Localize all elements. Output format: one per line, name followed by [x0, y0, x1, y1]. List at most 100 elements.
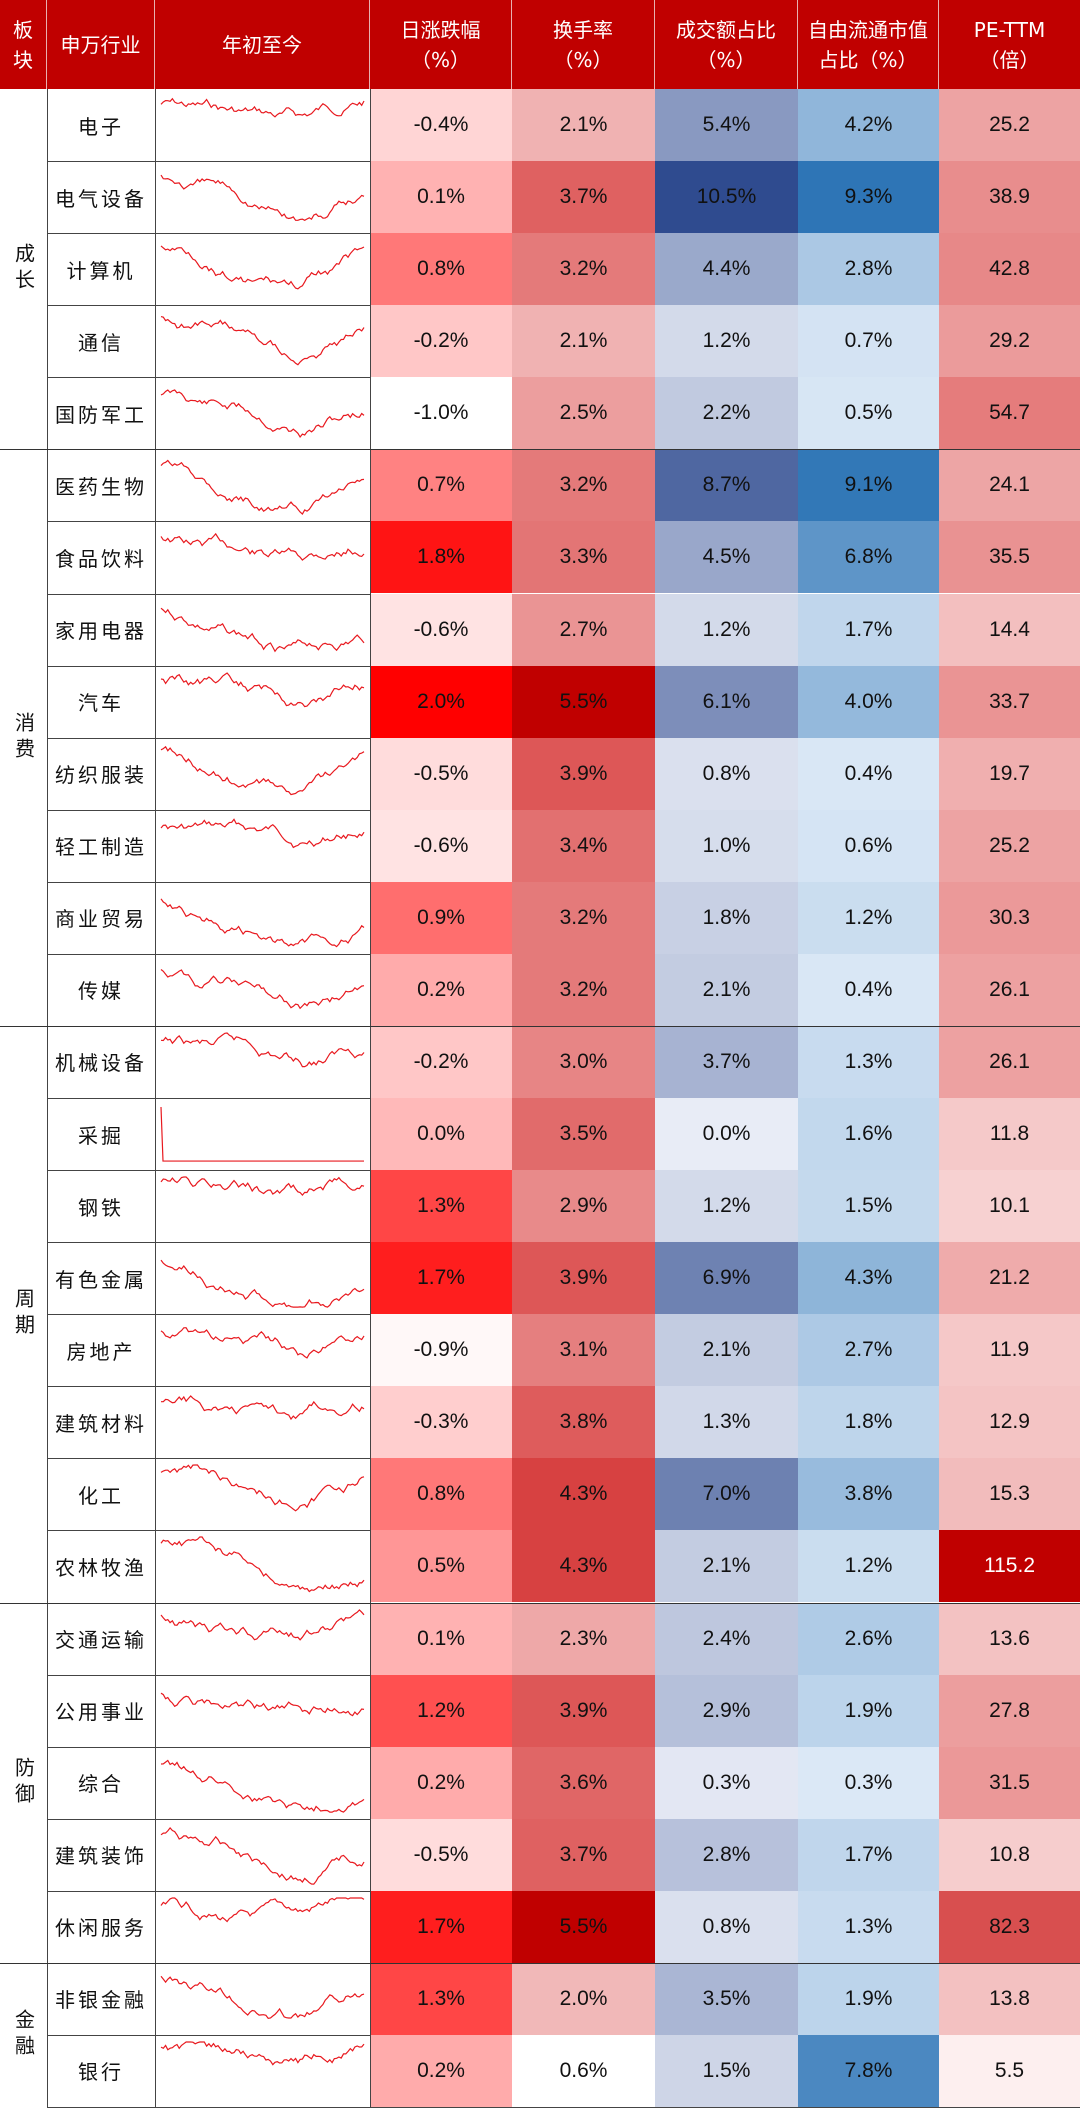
turnover-value: 3.0% — [559, 1049, 608, 1073]
industry-name: 房地产 — [66, 1339, 136, 1364]
industry-cell: 银行 — [47, 2035, 155, 2107]
sparkline-trend — [161, 1395, 365, 1421]
float-cap-share-value: 1.8% — [844, 1410, 893, 1434]
volume-share-value: 0.0% — [702, 1122, 751, 1146]
pe-ttm-value: 25.2 — [989, 113, 1030, 137]
float-cap-share-cell: 1.3% — [798, 1025, 939, 1098]
sparkline-trend — [160, 607, 365, 652]
sparkline-svg — [160, 1259, 365, 1308]
pe-ttm-value: 25.2 — [989, 833, 1030, 857]
daily-change-value: 0.0% — [417, 1122, 465, 1146]
turnover-cell: 5.5% — [512, 1890, 655, 1963]
float-cap-share-value: 6.8% — [844, 545, 893, 569]
sparkline-trend — [160, 389, 365, 439]
industry-cell: 机械设备 — [47, 1026, 155, 1098]
float-cap-share-value: 0.6% — [844, 833, 893, 857]
daily-change-cell: 1.3% — [370, 1962, 512, 2035]
sparkline-svg — [160, 1975, 365, 2019]
daily-change-cell: -0.6% — [370, 593, 512, 666]
volume-share-value: 1.2% — [702, 1194, 751, 1218]
turnover-value: 3.2% — [559, 905, 608, 929]
float-cap-share-cell: 1.8% — [798, 1386, 939, 1459]
daily-change-value: -0.4% — [413, 113, 469, 137]
industry-name: 建筑材料 — [55, 1411, 147, 1436]
daily-change-cell: -0.5% — [370, 1818, 512, 1891]
float-cap-share-cell: 4.3% — [798, 1242, 939, 1315]
industry-cell: 传媒 — [47, 954, 155, 1026]
pe-ttm-value: 54.7 — [989, 401, 1030, 425]
pe-ttm-value: 27.8 — [989, 1698, 1030, 1722]
float-cap-share-value: 1.2% — [844, 905, 893, 929]
turnover-cell: 3.4% — [512, 809, 655, 882]
pe-ttm-value: 33.7 — [989, 689, 1030, 713]
float-cap-share-value: 2.6% — [844, 1626, 893, 1650]
volume-share-cell: 4.5% — [655, 521, 798, 594]
sparkline-trend — [160, 1692, 365, 1716]
turnover-value: 2.7% — [559, 617, 608, 641]
daily-change-value: 0.1% — [417, 185, 465, 209]
daily-change-cell: -0.3% — [370, 1386, 512, 1459]
industry-name: 家用电器 — [55, 619, 147, 644]
turnover-cell: 3.1% — [512, 1314, 655, 1387]
sparkline-trend — [160, 968, 365, 1010]
ytd-sparkline — [155, 1242, 370, 1314]
sector-group-label: 防御 — [11, 1756, 36, 1809]
sparkline-trend — [160, 316, 365, 366]
sparkline-svg — [160, 1692, 365, 1716]
daily-change-cell: -0.5% — [370, 737, 512, 810]
ytd-sparkline — [155, 1314, 370, 1386]
ytd-sparkline — [155, 1603, 370, 1675]
daily-change-value: 1.3% — [417, 1986, 465, 2010]
industry-cell: 食品饮料 — [47, 521, 155, 593]
turnover-cell: 2.7% — [512, 593, 655, 666]
float-cap-share-value: 3.8% — [844, 1482, 893, 1506]
industry-cell: 休闲服务 — [47, 1891, 155, 1963]
turnover-cell: 3.2% — [512, 233, 655, 306]
sparkline-svg — [160, 316, 365, 366]
industry-cell: 综合 — [47, 1747, 155, 1819]
sparkline-svg — [160, 97, 365, 118]
header-sector-label: 板 块 — [13, 17, 33, 72]
volume-share-cell: 0.3% — [655, 1746, 798, 1819]
volume-share-cell: 0.8% — [655, 1890, 798, 1963]
sparkline-trend — [160, 898, 365, 948]
daily-change-value: 1.8% — [417, 545, 465, 569]
industry-name: 医药生物 — [55, 474, 147, 499]
float-cap-share-cell: 1.9% — [798, 1962, 939, 2035]
turnover-cell: 3.9% — [512, 1242, 655, 1315]
float-cap-share-value: 0.7% — [844, 329, 893, 353]
volume-share-value: 2.2% — [702, 401, 751, 425]
sector-divider — [0, 1602, 1080, 1604]
float-cap-share-cell: 7.8% — [798, 2034, 939, 2107]
pe-ttm-value: 30.3 — [989, 905, 1030, 929]
pe-ttm-cell: 54.7 — [939, 377, 1080, 450]
industry-cell: 采掘 — [47, 1098, 155, 1170]
turnover-value: 4.3% — [559, 1482, 608, 1506]
sparkline-trend — [160, 459, 365, 516]
ytd-sparkline — [155, 2035, 370, 2107]
turnover-value: 2.1% — [559, 329, 608, 353]
sparkline-svg — [160, 1032, 365, 1068]
daily-change-cell: 2.0% — [370, 665, 512, 738]
pe-ttm-cell: 15.3 — [939, 1458, 1080, 1531]
sparkline-svg — [160, 898, 365, 948]
pe-ttm-value: 15.3 — [989, 1482, 1030, 1506]
turnover-cell: 4.3% — [512, 1530, 655, 1603]
daily-change-value: 0.5% — [417, 1554, 465, 1578]
daily-change-cell: -0.6% — [370, 809, 512, 882]
daily-change-cell: 0.2% — [370, 953, 512, 1026]
sparkline-trend — [160, 1464, 365, 1512]
header-industry: 申万行业 — [47, 0, 155, 89]
industry-name: 轻工制造 — [55, 835, 147, 860]
header-daily-change: 日涨跌幅 （%） — [370, 0, 512, 89]
turnover-value: 3.2% — [559, 977, 608, 1001]
float-cap-share-cell: 3.8% — [798, 1458, 939, 1531]
pe-ttm-cell: 42.8 — [939, 233, 1080, 306]
sparkline-trend — [160, 1259, 365, 1308]
industry-name: 银行 — [78, 2060, 124, 2085]
industry-cell: 农林牧渔 — [47, 1530, 155, 1602]
industry-cell: 医药生物 — [47, 449, 155, 521]
turnover-cell: 3.7% — [512, 1818, 655, 1891]
float-cap-share-value: 0.4% — [844, 761, 893, 785]
